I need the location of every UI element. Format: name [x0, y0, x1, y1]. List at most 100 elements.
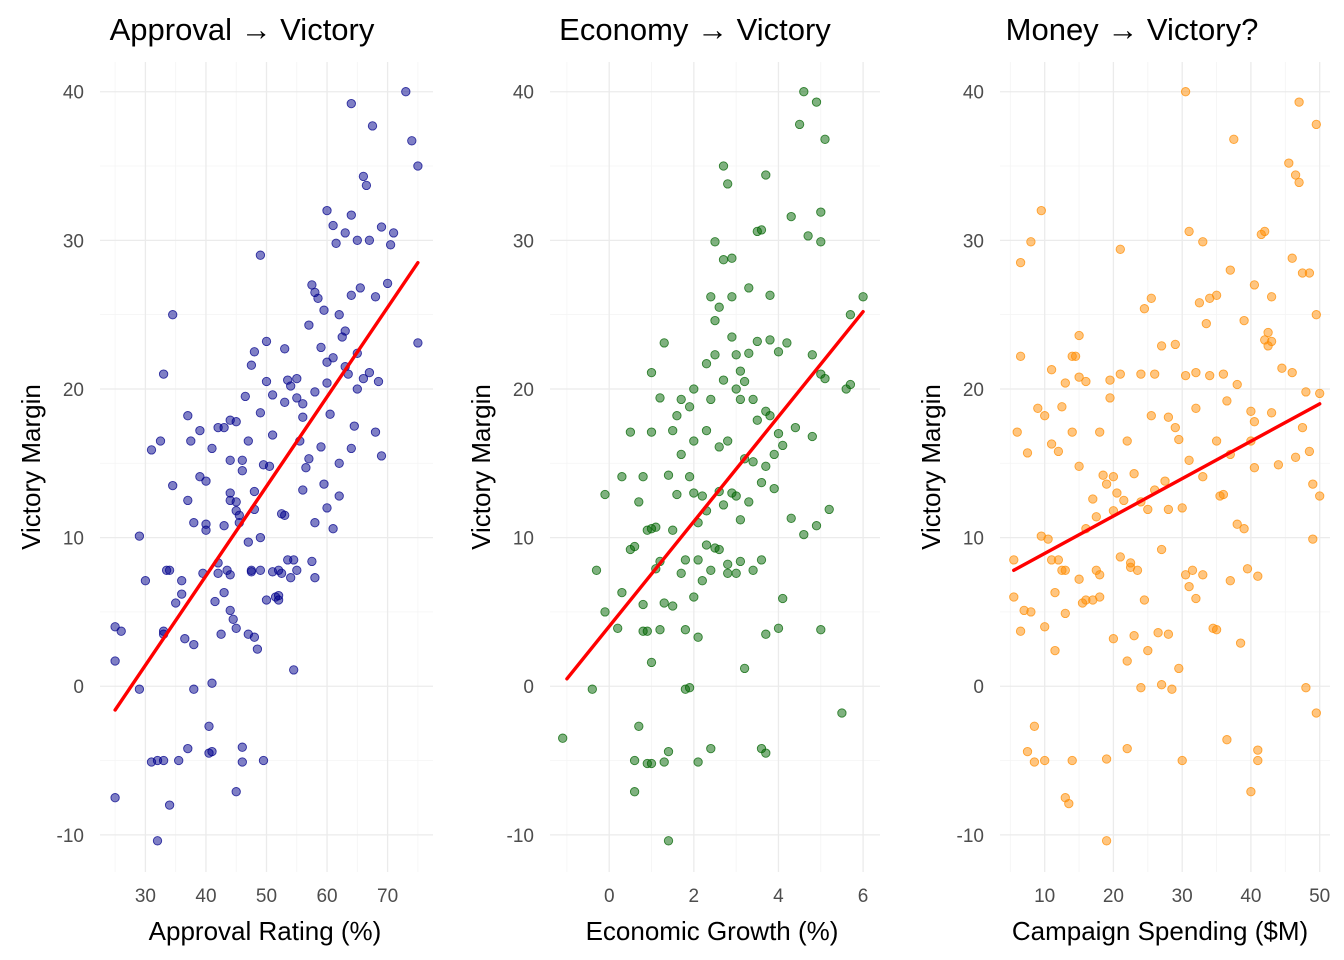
scatter-point [364, 235, 375, 245]
scatter-point [1163, 412, 1174, 422]
y-tick-label: -10 [57, 826, 84, 847]
scatter-point [1115, 369, 1125, 379]
scatter-point [1253, 745, 1263, 755]
scatter-point [752, 415, 762, 425]
scatter-point [807, 350, 817, 360]
scatter-point [349, 421, 359, 431]
scatter-point [1115, 552, 1125, 562]
panel-economy: 0 2 4 6 -10 0 10 20 30 40 Economy → Victory Economi… [466, 12, 880, 946]
scatter-point [676, 449, 686, 460]
scatter-point [1253, 755, 1263, 766]
scatter-point [765, 335, 775, 345]
y-tick-label: 20 [63, 380, 84, 401]
scatter-point [617, 587, 627, 598]
scatter-point [744, 283, 754, 293]
scatter-point [1266, 408, 1277, 418]
scatter-point [304, 454, 314, 464]
y-tick-label: 30 [513, 231, 534, 252]
scatter-point [845, 379, 856, 390]
scatter-point [858, 292, 868, 302]
scatter-point [1308, 534, 1318, 544]
scatter-point [816, 625, 826, 635]
scatter-point [1191, 403, 1201, 413]
scatter-point [811, 521, 822, 531]
scatter-point [319, 479, 329, 489]
scatter-point [116, 626, 126, 636]
x-tick-label: 40 [195, 886, 216, 907]
scatter-point [1070, 351, 1081, 361]
scatter-point [1266, 336, 1277, 347]
scatter-point [638, 472, 648, 482]
scatter-point [1150, 369, 1160, 379]
scatter-point [1143, 504, 1153, 515]
scatter-point [201, 476, 211, 486]
scatter-point [1239, 524, 1249, 534]
scatter-point [243, 436, 253, 446]
scatter-point [1081, 376, 1091, 387]
scatter-point [718, 255, 729, 265]
scatter-point [1074, 372, 1084, 382]
scatter-point [1260, 226, 1270, 237]
scatter-point [1235, 638, 1246, 648]
scatter-point [258, 755, 269, 766]
scatter-point [376, 451, 387, 461]
scatter-point [298, 412, 308, 422]
scatter-point [334, 310, 344, 320]
scatter-point [663, 836, 674, 846]
scatter-point [1180, 87, 1191, 97]
scatter-point [1277, 363, 1287, 373]
scatter-point [352, 235, 362, 245]
scatter-point [1180, 370, 1191, 381]
scatter-point [1074, 330, 1084, 341]
scatter-point [718, 375, 729, 385]
scatter-point [634, 497, 644, 507]
scatter-point [240, 391, 250, 402]
scatter-point [756, 555, 767, 565]
scatter-point [310, 387, 320, 397]
scatter-point [289, 555, 299, 565]
x-axis-title: Campaign Spending ($M) [1012, 916, 1308, 946]
scatter-point [1284, 158, 1294, 168]
scatter-point [358, 171, 369, 182]
scatter-point [346, 443, 356, 454]
scatter-point [1132, 565, 1143, 575]
scatter-point [292, 393, 302, 403]
scatter-point [1108, 634, 1119, 644]
scatter-point [710, 350, 720, 360]
scatter-point [1053, 446, 1064, 457]
scatter-point [1201, 318, 1211, 329]
scatter-point [1091, 512, 1101, 522]
scatter-point [739, 663, 750, 674]
scatter-point [346, 98, 356, 109]
scatter-point [824, 504, 834, 515]
scatter-point [134, 531, 145, 541]
scatter-point [756, 225, 767, 235]
scatter-point [1184, 581, 1194, 592]
scatter-point [1029, 721, 1040, 731]
scatter-point [697, 491, 707, 501]
scatter-point [388, 228, 399, 238]
y-tick-label: 40 [63, 83, 84, 104]
panel-money: 10 20 30 40 50 -10 0 10 20 30 40 Money → Victory? Ca… [916, 12, 1330, 946]
y-axis-title: Victory Margin [16, 384, 46, 550]
scatter-point [1015, 626, 1026, 636]
scatter-point [334, 491, 344, 501]
scatter-point [731, 384, 741, 394]
scatter-point [1315, 491, 1325, 501]
scatter-point [1046, 365, 1057, 375]
scatter-point [401, 87, 411, 97]
scatter-point [1022, 746, 1033, 757]
scatter-point [710, 315, 720, 326]
scatter-point [1074, 461, 1084, 471]
scatter-point [748, 394, 758, 405]
scatter-point [1112, 488, 1122, 498]
scatter-point [778, 593, 788, 604]
scatter-point [1040, 411, 1050, 421]
scatter-point [1308, 479, 1318, 489]
scatter-point [237, 757, 247, 767]
scatter-point [319, 305, 329, 315]
scatter-point [731, 568, 741, 578]
scatter-point [231, 787, 241, 797]
panel-title: Money → Victory? [1006, 12, 1259, 47]
scatter-point [735, 556, 746, 567]
